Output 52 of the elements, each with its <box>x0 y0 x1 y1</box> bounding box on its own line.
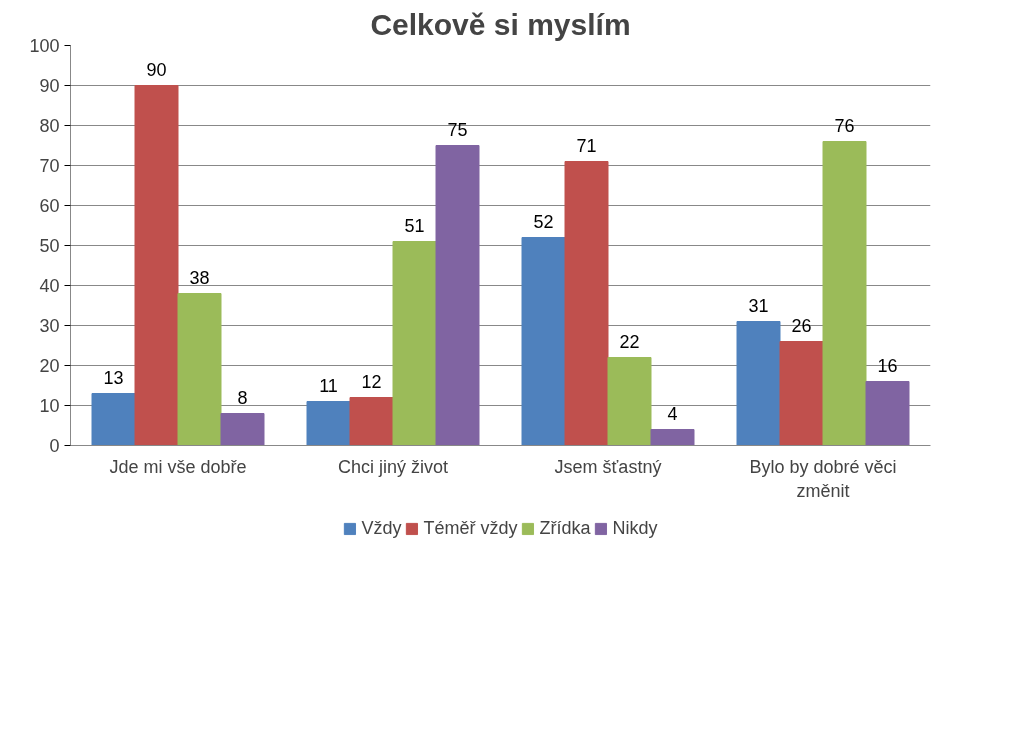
bar <box>607 357 652 446</box>
bar <box>435 145 480 446</box>
y-tick-label: 90 <box>39 76 60 96</box>
data-label: 16 <box>877 355 898 376</box>
y-tick-label: 50 <box>39 236 60 256</box>
bar <box>306 401 351 446</box>
bar <box>822 141 867 446</box>
bar <box>134 85 179 446</box>
bar <box>779 341 824 446</box>
data-label: 52 <box>533 211 554 232</box>
y-tick-label: 80 <box>39 116 60 136</box>
bar <box>220 413 265 446</box>
data-label: 13 <box>103 367 124 388</box>
data-label: 26 <box>791 315 812 336</box>
bar <box>564 161 609 446</box>
data-label: 75 <box>447 119 468 140</box>
data-label: 8 <box>237 387 248 408</box>
y-tick-label: 0 <box>49 436 60 456</box>
data-label: 90 <box>146 59 167 80</box>
data-label: 51 <box>404 215 425 236</box>
y-tick-label: 10 <box>39 396 60 416</box>
legend-label: Nikdy <box>612 517 658 539</box>
legend-label: Téměř vždy <box>423 517 518 539</box>
bar <box>349 397 394 446</box>
y-tick-label: 100 <box>29 36 60 56</box>
legend-label: Zřídka <box>539 517 591 539</box>
x-tick-label: Jsem šťastný <box>554 456 662 477</box>
bar <box>736 321 781 446</box>
data-label: 76 <box>834 115 855 136</box>
y-tick-label: 60 <box>39 196 60 216</box>
data-label: 22 <box>619 331 640 352</box>
bar <box>650 429 695 446</box>
bar <box>865 381 910 446</box>
data-label: 11 <box>319 375 338 396</box>
data-label: 71 <box>576 135 597 156</box>
data-label: 12 <box>361 371 382 392</box>
y-tick-label: 30 <box>39 316 60 336</box>
chart-title: Celkově si myslím <box>370 7 631 41</box>
x-tick-label: Chci jiný život <box>337 456 449 477</box>
bar <box>177 293 222 446</box>
bar <box>392 241 437 446</box>
data-label: 38 <box>189 267 210 288</box>
bar <box>91 393 136 446</box>
legend-label: Vždy <box>361 517 402 539</box>
bar <box>521 237 566 446</box>
x-tick-label: Bylo by dobré věci změnit <box>749 456 897 501</box>
y-tick-label: 40 <box>39 276 60 296</box>
data-label: 4 <box>667 403 678 424</box>
data-label: 31 <box>748 295 769 316</box>
x-tick-label: Jde mi vše dobře <box>109 456 247 477</box>
y-tick-label: 70 <box>39 156 60 176</box>
y-tick-label: 20 <box>39 356 60 376</box>
